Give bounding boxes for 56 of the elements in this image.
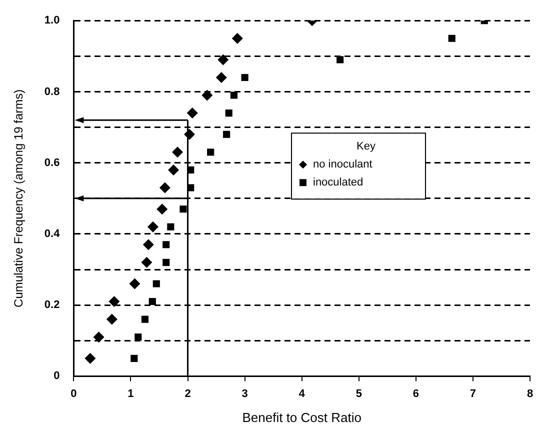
legend-label: inoculated: [313, 176, 364, 189]
point: [142, 239, 154, 250]
legend-label: no inoculant: [313, 158, 372, 171]
x-tick-label: 0: [70, 388, 77, 400]
y-tick-label: 0.2: [44, 299, 60, 312]
point: [187, 184, 194, 192]
point: [180, 206, 187, 213]
point: [168, 164, 180, 176]
point: [336, 56, 344, 64]
y-tick-label: 0.8: [44, 86, 60, 98]
point: [241, 74, 248, 82]
point: [108, 296, 120, 308]
point: [218, 54, 229, 66]
point: [216, 72, 227, 83]
point: [167, 223, 174, 230]
point: [187, 166, 194, 174]
x-tick-label: 1: [128, 388, 134, 400]
point: [225, 110, 232, 117]
point: [130, 354, 138, 362]
point: [84, 352, 96, 364]
point: [223, 130, 230, 138]
y-axis-title: Cumulative Frequency (among 19 farms): [12, 89, 26, 308]
y-tick-label: 0.6: [44, 156, 60, 169]
point: [186, 108, 198, 119]
point: [141, 316, 149, 323]
x-tick-label: 5: [356, 388, 362, 400]
point: [141, 256, 152, 268]
point: [162, 241, 170, 248]
point: [232, 32, 243, 44]
x-tick-label: 6: [412, 388, 419, 400]
x-tick-label: 2: [184, 388, 191, 400]
point: [134, 334, 142, 341]
point: [106, 314, 118, 325]
x-axis-title: Benefit to Cost Ratio: [242, 410, 362, 425]
x-tick-label: 3: [242, 388, 248, 400]
point: [93, 332, 104, 343]
y-tick-label: 1.0: [44, 14, 60, 27]
y-tick-label: 0: [54, 370, 60, 382]
x-tick-label: 4: [298, 388, 306, 400]
point: [159, 182, 170, 194]
point: [129, 278, 140, 290]
x-tick-label: 7: [470, 388, 476, 400]
x-tick-label: 8: [526, 388, 534, 400]
point: [230, 92, 238, 99]
point: [172, 146, 183, 158]
y-tick-label: 0.4: [44, 228, 61, 240]
point: [147, 221, 158, 232]
point: [162, 258, 170, 266]
point: [202, 90, 213, 101]
point: [156, 204, 168, 215]
point: [148, 298, 156, 306]
point: [184, 128, 195, 140]
point: [448, 34, 456, 42]
point: [152, 280, 160, 288]
legend-title: Key: [356, 140, 376, 153]
point: [207, 148, 214, 156]
